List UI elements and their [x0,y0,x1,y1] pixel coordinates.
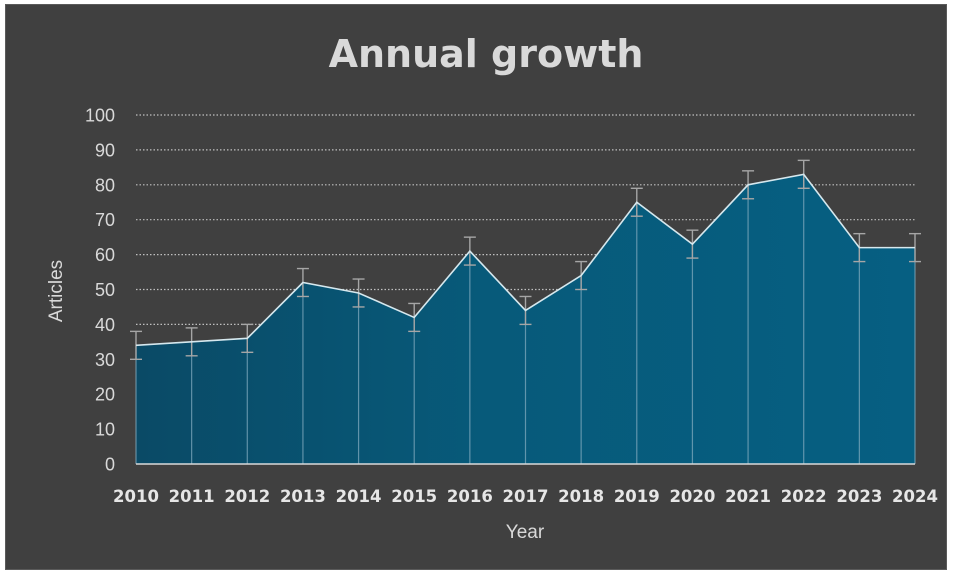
x-tick-label: 2014 [336,487,382,506]
x-tick-label: 2020 [669,487,715,506]
x-tick-label: 2018 [558,487,604,506]
y-tick-label: 0 [105,455,115,475]
drop-lines [135,174,916,464]
x-tick-label: 2019 [614,487,660,506]
x-tick-label: 2010 [113,487,159,506]
x-tick-label: 2023 [836,487,882,506]
y-tick-label: 90 [95,140,115,160]
y-tick-label: 100 [85,106,115,126]
y-axis: 0 10 20 30 40 50 60 70 80 90 100 [85,106,115,475]
x-tick-label: 2022 [781,487,827,506]
series-line-path [135,173,915,347]
series-line [135,173,915,347]
y-tick-label: 20 [95,385,115,405]
y-tick-label: 40 [95,315,115,335]
area-chart: Annual growth 0 10 20 30 40 50 60 70 80 90 100 201… [46,32,938,543]
chart-area: Annual growth 0 10 20 30 40 50 60 70 80 90 100 201… [5,4,947,570]
x-tick-label: 2021 [725,487,771,506]
x-tick-label: 2013 [280,487,326,506]
y-tick-label: 10 [95,420,115,440]
chart-title: Annual growth [329,32,644,76]
x-tick-label: 2017 [503,487,549,506]
x-axis-title: Year [506,522,545,543]
y-tick-label: 50 [95,280,115,300]
y-tick-label: 30 [95,350,115,370]
x-tick-label: 2016 [447,487,493,506]
y-tick-label: 70 [95,210,115,230]
y-tick-label: 60 [95,245,115,265]
x-tick-label: 2015 [391,487,437,506]
x-tick-label: 2011 [169,487,215,506]
x-axis: 2010 2011 2012 2013 2014 2015 2016 2017 2018 2019… [113,463,938,506]
x-tick-label: 2024 [892,487,938,506]
x-tick-label: 2012 [224,487,270,506]
y-tick-label: 80 [95,175,115,195]
y-axis-title: Articles [46,260,67,322]
